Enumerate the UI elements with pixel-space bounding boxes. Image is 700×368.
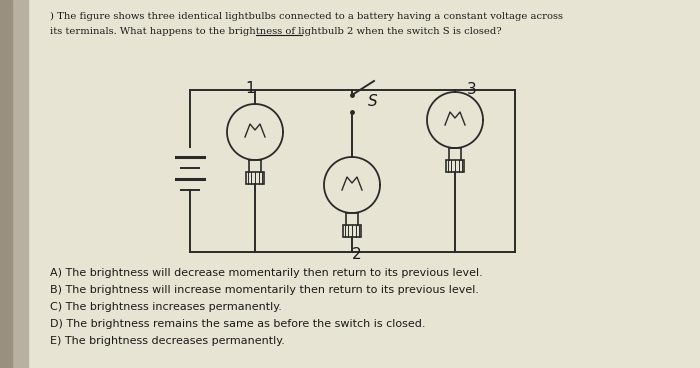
Text: S: S [368, 94, 377, 109]
Text: 1: 1 [245, 81, 255, 96]
Text: B) The brightness will increase momentarily then return to its previous level.: B) The brightness will increase momentar… [50, 285, 479, 295]
Bar [446, 160, 464, 172]
Bar [246, 172, 264, 184]
Text: D) The brightness remains the same as before the switch is closed.: D) The brightness remains the same as be… [50, 319, 426, 329]
Text: ) The figure shows three identical lightbulbs connected to a battery having a co: ) The figure shows three identical light… [50, 12, 563, 21]
Text: E) The brightness decreases permanently.: E) The brightness decreases permanently. [50, 336, 285, 346]
Bar [343, 225, 361, 237]
Text: its terminals. What happens to the brightness of lightbulb 2 when the switch S i: its terminals. What happens to the brigh… [50, 27, 502, 36]
Text: A) The brightness will decrease momentarily then return to its previous level.: A) The brightness will decrease momentar… [50, 268, 483, 278]
Text: 3: 3 [467, 82, 477, 98]
Text: C) The brightness increases permanently.: C) The brightness increases permanently. [50, 302, 282, 312]
Bar [0, 0, 28, 368]
Bar [0, 0, 12, 368]
Text: 2: 2 [352, 247, 362, 262]
